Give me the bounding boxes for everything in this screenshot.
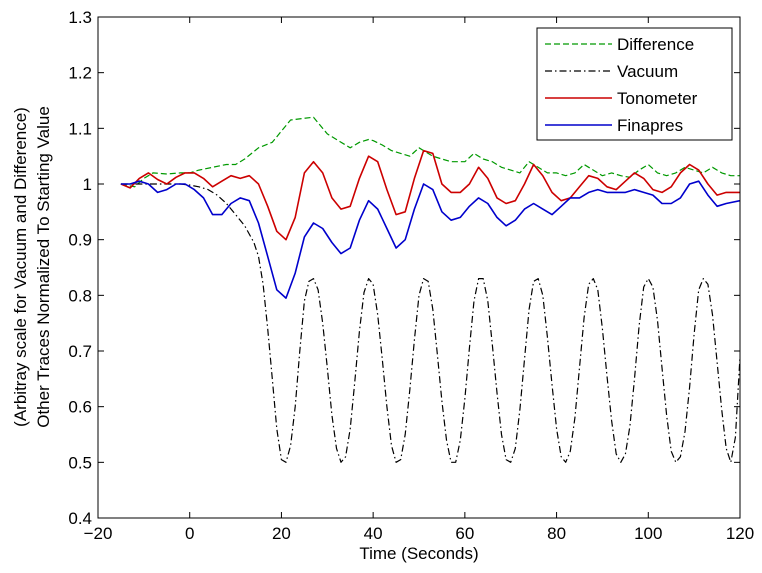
series-line-tonometer	[120, 149, 740, 241]
y-tick-label: 1.2	[68, 64, 92, 83]
x-tick-label: 100	[634, 524, 662, 543]
legend-label: Finapres	[617, 116, 683, 135]
y-axis-label-line-1: (Arbitray scale for Vacuum and Differenc…	[11, 107, 30, 427]
legend: Difference Vacuum Tonometer Finapres	[536, 27, 733, 141]
x-tick-label: 40	[364, 524, 383, 543]
y-tick-label: 1.3	[68, 8, 92, 27]
y-tick-label: 0.8	[68, 286, 92, 305]
legend-label: Tonometer	[617, 89, 698, 108]
legend-label: Difference	[617, 35, 694, 54]
series-layer	[120, 116, 740, 463]
y-tick-label: 0.7	[68, 342, 92, 361]
axis-ticks: −20 0 20 40 60 80 100 120 0.4 0.5 0.6 0.7 0.8 0.9 1 1.1…	[68, 8, 754, 543]
y-axis-label-line-2: Other Traces Normalized To Starting Valu…	[34, 106, 53, 428]
x-tick-label: 80	[547, 524, 566, 543]
y-tick-label: 1	[83, 175, 92, 194]
x-tick-label: 120	[726, 524, 754, 543]
y-tick-label: 1.1	[68, 119, 92, 138]
series-line-difference	[120, 116, 740, 188]
y-tick-label: 0.5	[68, 453, 92, 472]
series-line-vacuum	[120, 183, 740, 463]
y-tick-label: 0.9	[68, 231, 92, 250]
x-tick-label: 0	[185, 524, 194, 543]
x-tick-label: 20	[272, 524, 291, 543]
y-tick-label: 0.6	[68, 398, 92, 417]
y-tick-label: 0.4	[68, 509, 92, 528]
plot-frame	[97, 16, 741, 519]
series-line-finapres	[120, 180, 740, 299]
legend-label: Vacuum	[617, 62, 678, 81]
x-axis-label: Time (Seconds)	[359, 544, 478, 563]
legend-box	[536, 27, 733, 141]
x-tick-label: 60	[455, 524, 474, 543]
x-tick-label: −20	[84, 524, 113, 543]
